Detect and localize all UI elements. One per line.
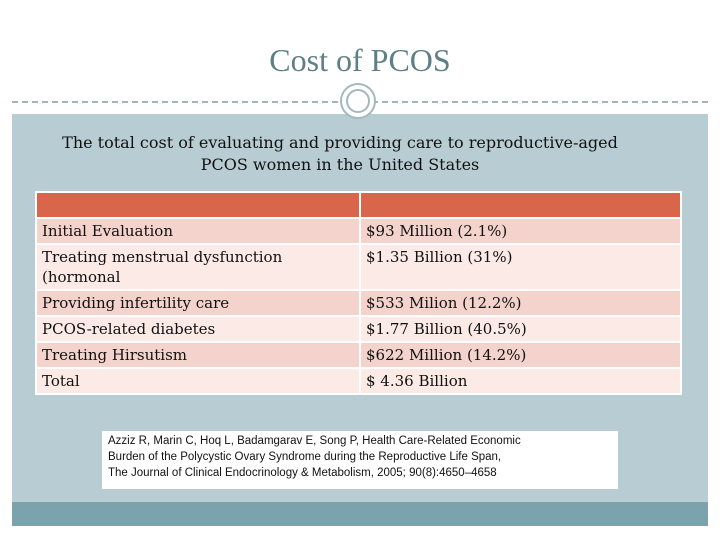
- citation-box: Azziz R, Marin C, Hoq L, Badamgarav E, S…: [102, 431, 618, 489]
- row-cost: $1.35 Billion (31%): [359, 243, 682, 291]
- row-cost: $622 Million (14.2%): [359, 341, 682, 369]
- row-cost: $93 Million (2.1%): [359, 217, 682, 245]
- row-item: PCOS-related diabetes: [35, 315, 361, 343]
- circle-ornament-icon: [340, 83, 376, 119]
- table-row: Providing infertility care $533 Milion (…: [35, 289, 682, 317]
- table-row: Treating Hirsutism $622 Million (14.2%): [35, 341, 682, 369]
- table-header-row: [35, 191, 682, 219]
- row-item: Initial Evaluation: [35, 217, 361, 245]
- citation-line-3: The Journal of Clinical Endocrinology & …: [108, 467, 497, 479]
- subtitle-line-1: The total cost of evaluating and providi…: [62, 133, 618, 152]
- row-cost: $ 4.36 Billion: [359, 367, 682, 395]
- row-item: Total: [35, 367, 361, 395]
- table-row: Total $ 4.36 Billion: [35, 367, 682, 395]
- row-item: Treating Hirsutism: [35, 341, 361, 369]
- slide-subtitle: The total cost of evaluating and providi…: [40, 132, 640, 176]
- citation-line-2: Burden of the Polycystic Ovary Syndrome …: [108, 451, 502, 463]
- header-cell: [35, 191, 361, 219]
- cost-table: Initial Evaluation $93 Million (2.1%) Tr…: [35, 191, 682, 395]
- row-item: Providing infertility care: [35, 289, 361, 317]
- citation-line-1: Azziz R, Marin C, Hoq L, Badamgarav E, S…: [108, 435, 521, 447]
- row-item: Treating menstrual dysfunction (hormonal: [35, 243, 361, 291]
- header-cell: [359, 191, 682, 219]
- footer-band: [12, 502, 708, 526]
- subtitle-line-2: PCOS women in the United States: [200, 155, 480, 174]
- row-cost: $1.77 Billion (40.5%): [359, 315, 682, 343]
- table-row: Initial Evaluation $93 Million (2.1%): [35, 217, 682, 245]
- table-row: PCOS-related diabetes $1.77 Billion (40.…: [35, 315, 682, 343]
- row-cost: $533 Milion (12.2%): [359, 289, 682, 317]
- table-row: Treating menstrual dysfunction (hormonal…: [35, 243, 682, 291]
- slide-title: Cost of PCOS: [269, 42, 451, 78]
